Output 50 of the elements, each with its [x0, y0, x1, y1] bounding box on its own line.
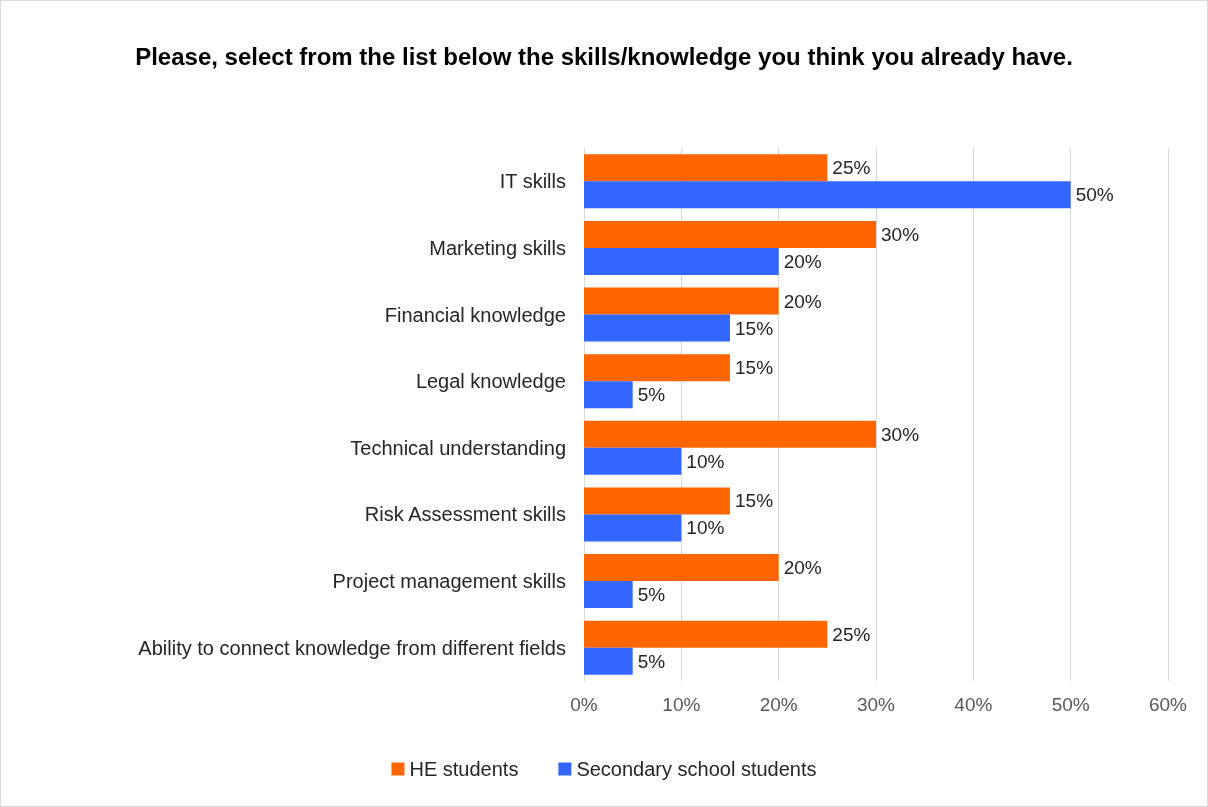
bar — [584, 181, 1071, 209]
data-label: 25% — [832, 157, 871, 179]
data-label: 15% — [735, 317, 774, 339]
bar — [584, 381, 633, 409]
data-label: 10% — [686, 450, 725, 472]
legend-label: HE students — [409, 758, 519, 780]
data-label: 15% — [735, 357, 774, 379]
x-tick-label: 50% — [1051, 694, 1090, 715]
data-label: 25% — [832, 623, 871, 645]
x-tick-label: 10% — [662, 694, 701, 715]
y-tick-label: Project management skills — [332, 570, 566, 593]
bar — [584, 487, 730, 515]
data-label: 15% — [735, 490, 774, 512]
data-label: 20% — [783, 557, 822, 579]
x-tick-label: 40% — [954, 694, 993, 715]
bar — [584, 447, 682, 475]
y-tick-label: Legal knowledge — [415, 370, 566, 393]
bar — [584, 314, 730, 342]
data-label: 20% — [783, 250, 822, 272]
bar — [584, 247, 779, 275]
y-tick-label: IT skills — [499, 170, 566, 193]
x-tick-label: 20% — [759, 694, 798, 715]
data-label: 30% — [881, 223, 920, 245]
bar — [584, 620, 828, 648]
data-label: 5% — [637, 384, 666, 406]
x-tick-label: 30% — [856, 694, 896, 715]
y-tick-label: Financial knowledge — [384, 303, 566, 326]
bar — [584, 354, 730, 382]
bar — [584, 420, 876, 448]
bar — [584, 220, 876, 248]
data-label: 20% — [783, 290, 822, 312]
bar — [584, 514, 682, 542]
x-tick-label: 0% — [570, 694, 598, 715]
data-label: 5% — [637, 584, 666, 606]
data-label: 30% — [881, 423, 920, 445]
y-tick-label: Ability to connect knowledge from different fields — [138, 636, 566, 659]
bar — [584, 154, 828, 182]
bar — [584, 647, 633, 675]
y-tick-label: Technical understanding — [350, 436, 566, 459]
y-tick-label: Marketing skills — [429, 236, 566, 259]
x-tick-label: 60% — [1148, 694, 1188, 715]
y-tick-label: Risk Assessment skills — [364, 503, 566, 526]
bar — [584, 287, 779, 315]
bar — [584, 554, 779, 582]
chart-title: Please, select from the list below the skills/knowledge you think you already have. — [134, 42, 1074, 72]
data-label: 50% — [1075, 184, 1114, 206]
legend-label: Secondary school students — [576, 758, 817, 780]
data-label: 10% — [686, 517, 725, 539]
data-label: 5% — [637, 650, 666, 672]
bar — [584, 581, 633, 609]
